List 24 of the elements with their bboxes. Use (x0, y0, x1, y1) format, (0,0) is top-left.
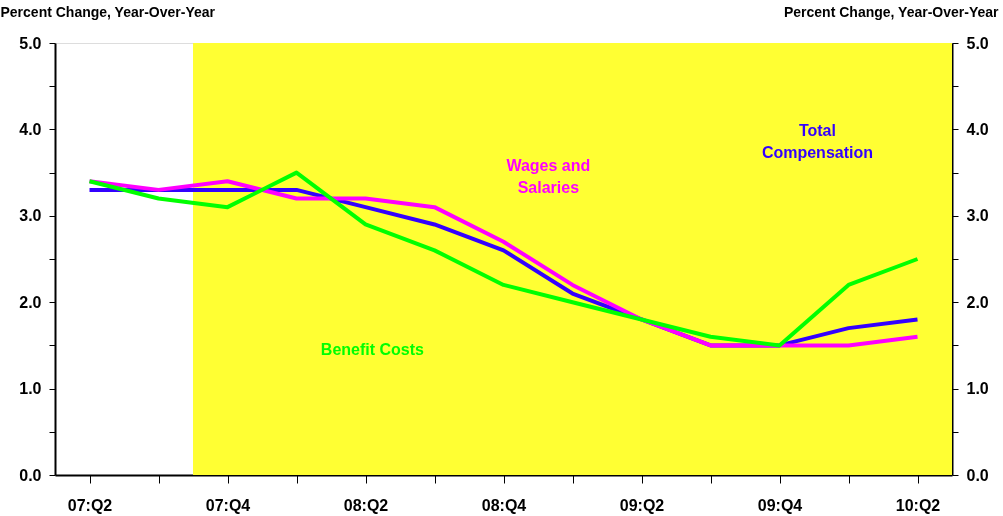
y2-tick-label: 4.0 (966, 120, 989, 138)
text: Total Compensation (761, 122, 874, 162)
y2-tick-label: 3.0 (966, 207, 989, 225)
x-tick-label: 09:Q4 (757, 496, 803, 514)
y2-tick-label: 1.0 (966, 380, 989, 398)
y-tick-label: 5.0 (19, 34, 42, 52)
x-tick-label: 07:Q2 (67, 496, 113, 514)
x-tick-label: 08:Q4 (481, 496, 527, 514)
y-tick-label: 1.0 (19, 380, 42, 398)
x-tick-label: 07:Q4 (205, 496, 251, 514)
x-tick-label: 10:Q2 (895, 496, 941, 514)
y-tick-label: 3.0 (19, 207, 42, 225)
text: Wages and Salaries (506, 156, 591, 196)
text: Benefit Costs (320, 340, 425, 358)
y-tick-label: 0.0 (19, 466, 42, 484)
y-tick-label: 4.0 (19, 120, 42, 138)
x-tick-label: 08:Q2 (343, 496, 389, 514)
y-tick-label: 2.0 (19, 293, 42, 311)
y2-axis-title: Percent Change, Year-Over-Year (783, 3, 1000, 20)
x-tick-label: 09:Q2 (619, 496, 665, 514)
y-axis-title: Percent Change, Year-Over-Year (0, 3, 216, 20)
y2-tick-label: 0.0 (966, 466, 989, 484)
y2-tick-label: 5.0 (966, 34, 989, 52)
y2-tick-label: 2.0 (966, 293, 989, 311)
